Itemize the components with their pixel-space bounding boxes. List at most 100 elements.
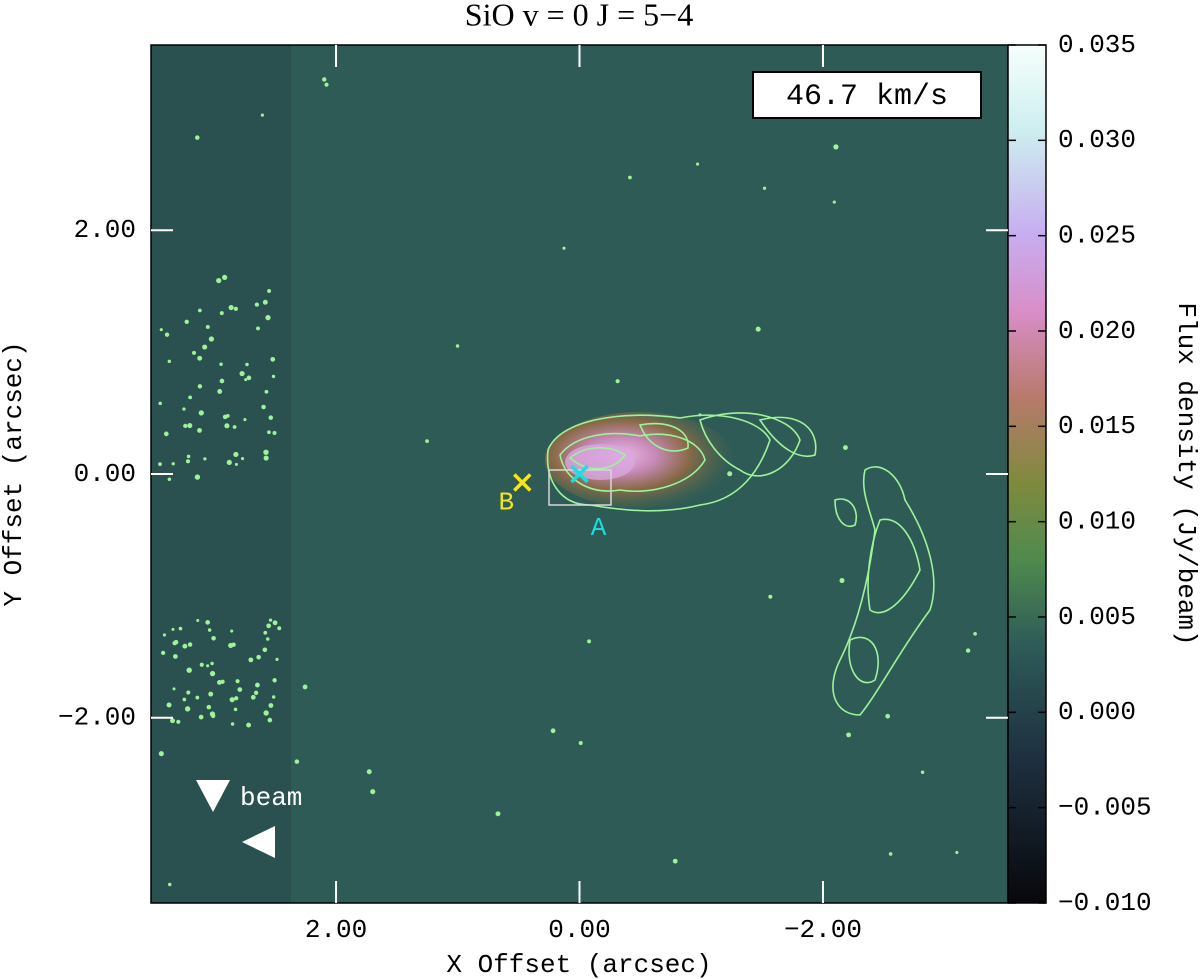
noise-dot — [217, 389, 223, 394]
colorbar-tick-label: 0.030 — [1058, 125, 1136, 155]
noise-dot — [230, 722, 235, 726]
noise-dot — [265, 314, 271, 321]
colorbar-tick-label: −0.005 — [1058, 793, 1152, 823]
noise-dot — [203, 457, 207, 461]
noise-dot — [206, 704, 212, 710]
noise-dot — [495, 811, 501, 817]
noise-dot — [219, 378, 225, 384]
noise-dot — [253, 690, 259, 695]
noise-dot — [186, 667, 192, 673]
noise-dot — [182, 697, 187, 702]
x-tick-label: −2.00 — [784, 915, 862, 945]
noise-dot — [192, 350, 197, 355]
noise-dot — [198, 714, 204, 720]
marker-label: B — [498, 487, 514, 517]
noise-dot — [262, 647, 268, 653]
noise-dot — [832, 200, 836, 204]
noise-dot — [158, 401, 162, 406]
noise-dot — [272, 678, 277, 683]
noise-dot — [275, 657, 279, 661]
noise-dot — [233, 707, 238, 712]
noise-dot — [302, 684, 308, 690]
noise-dot — [267, 430, 271, 435]
noise-dot — [226, 459, 232, 465]
noise-dot — [587, 639, 592, 644]
noise-dot — [366, 769, 372, 775]
noise-dot — [170, 718, 175, 724]
noise-dot — [265, 637, 270, 641]
noise-dot — [176, 719, 181, 724]
noise-dot — [256, 326, 260, 331]
noise-dot — [230, 629, 234, 633]
noise-dot — [182, 643, 188, 649]
noise-dot — [207, 628, 212, 632]
noise-dot — [184, 706, 191, 712]
noise-dot — [262, 299, 268, 305]
velocity-label: 46.7 km/s — [786, 80, 948, 114]
noise-dot — [243, 418, 247, 422]
noise-dot — [833, 144, 839, 150]
noise-dot — [246, 722, 252, 728]
noise-dot — [965, 648, 971, 653]
y-axis-label: Y Offset (arcsec) — [0, 341, 29, 606]
noise-dot — [219, 362, 223, 367]
noise-dot — [263, 710, 269, 716]
noise-dot — [268, 703, 274, 708]
noise-dot — [197, 355, 203, 361]
noise-dot — [194, 474, 201, 480]
noise-dot — [224, 423, 230, 429]
noise-dot — [209, 670, 216, 677]
noise-dot — [187, 642, 193, 647]
noise-dot — [260, 113, 265, 117]
noise-dot — [270, 356, 276, 362]
noise-dot — [246, 375, 252, 381]
noise-dot — [264, 389, 269, 394]
noise-dot — [219, 311, 224, 316]
noise-dot — [206, 664, 210, 668]
noise-dot — [198, 308, 202, 313]
x-tick-label: 2.00 — [305, 915, 367, 945]
noise-dot — [226, 414, 230, 418]
noise-dot — [158, 462, 162, 466]
noise-dot — [234, 696, 239, 701]
noise-dots — [158, 77, 977, 887]
noise-dot — [208, 336, 215, 342]
noise-dot — [188, 395, 193, 400]
noise-dot — [160, 650, 166, 656]
noise-dot — [888, 852, 893, 856]
zoom-box — [548, 469, 612, 506]
noise-dot — [186, 690, 191, 695]
noise-dot — [217, 680, 222, 685]
noise-dot — [768, 594, 773, 599]
noise-dot — [171, 627, 175, 631]
noise-dot — [256, 654, 261, 660]
noise-dot — [263, 449, 269, 455]
noise-dot — [272, 620, 278, 626]
noise-dot — [210, 713, 216, 719]
noise-dot — [425, 439, 429, 444]
map: beam — [151, 45, 1008, 903]
noise-dot — [187, 422, 193, 429]
noise-dot — [234, 462, 238, 466]
noise-dot — [208, 691, 214, 697]
marker-label: A — [591, 513, 607, 543]
noise-dot — [628, 175, 632, 180]
noise-dot — [237, 687, 243, 692]
noise-dot — [277, 626, 282, 631]
noise-dot — [245, 362, 249, 367]
colorbar — [1007, 44, 1047, 904]
noise-dot — [254, 302, 260, 307]
noise-dot — [370, 789, 376, 795]
noise-dot — [229, 697, 235, 703]
noise-dot — [167, 477, 172, 482]
noise-dot — [672, 858, 678, 864]
beam-marker — [196, 780, 230, 812]
y-tick-label: 0.00 — [74, 459, 136, 489]
marker — [570, 464, 589, 484]
y-tick-label: −2.00 — [58, 703, 136, 733]
colorbar-tick-label: 0.010 — [1058, 507, 1136, 537]
noise-dot — [271, 695, 276, 699]
colorbar-tick-label: −0.010 — [1058, 888, 1152, 918]
colorbar-tick-label: 0.020 — [1058, 316, 1136, 346]
